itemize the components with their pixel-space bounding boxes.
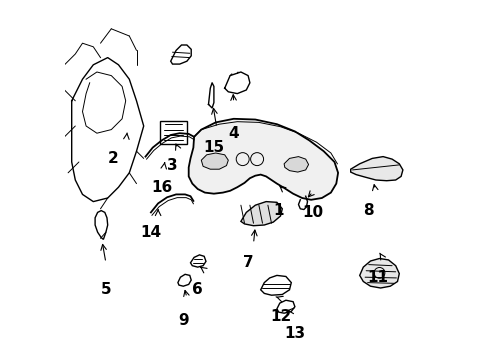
Text: 9: 9 [178, 313, 188, 328]
Polygon shape [170, 45, 191, 64]
Polygon shape [190, 255, 205, 267]
Bar [160, 121, 186, 144]
Polygon shape [359, 258, 399, 288]
Text: 6: 6 [192, 282, 203, 297]
Text: 14: 14 [140, 225, 161, 240]
Text: 11: 11 [366, 270, 387, 285]
Polygon shape [241, 202, 282, 226]
Text: 10: 10 [302, 205, 323, 220]
Text: 8: 8 [363, 203, 373, 218]
Text: 13: 13 [284, 325, 305, 341]
Polygon shape [276, 300, 294, 313]
Polygon shape [350, 157, 402, 181]
Text: 12: 12 [269, 309, 290, 324]
Polygon shape [95, 211, 107, 239]
Polygon shape [178, 274, 191, 286]
Text: 2: 2 [107, 151, 118, 166]
Polygon shape [188, 119, 337, 200]
Text: 16: 16 [151, 180, 172, 195]
Polygon shape [260, 275, 291, 295]
Text: 15: 15 [203, 140, 224, 155]
Text: 3: 3 [167, 158, 178, 173]
Polygon shape [284, 157, 308, 172]
Text: 4: 4 [228, 126, 239, 141]
Text: 1: 1 [273, 203, 284, 218]
Text: 5: 5 [101, 282, 111, 297]
Polygon shape [201, 153, 228, 169]
Text: 7: 7 [242, 255, 253, 270]
